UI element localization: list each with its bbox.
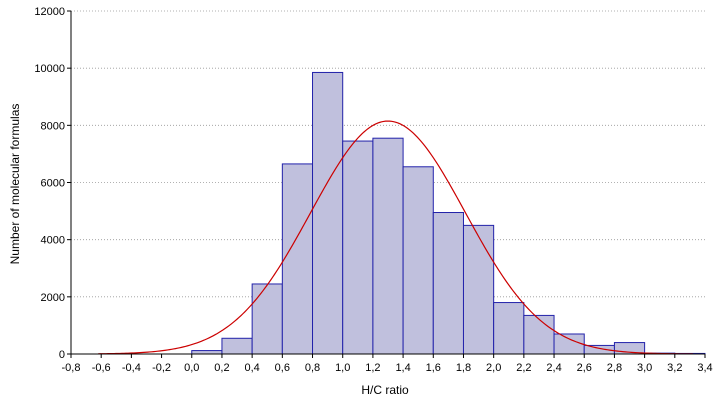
x-tick-label: 2,0	[486, 362, 501, 374]
x-tick-label: 1,4	[395, 362, 410, 374]
x-tick-label: 2,6	[577, 362, 592, 374]
y-tick-label: 8000	[41, 120, 65, 132]
histogram-bar	[493, 302, 525, 355]
normal-fit-curve	[98, 120, 693, 355]
x-tick-label: 0,4	[244, 362, 259, 374]
histogram-bar	[251, 283, 283, 355]
x-tick-label: 0,0	[184, 362, 199, 374]
x-tick-label: 3,0	[637, 362, 652, 374]
x-tick-label: 2,8	[607, 362, 622, 374]
gridlines	[71, 10, 705, 298]
histogram-bar	[281, 163, 314, 355]
y-tick-label: 6000	[41, 178, 65, 190]
histogram-bar	[191, 350, 223, 355]
x-tick-label: 3,2	[667, 362, 682, 374]
x-tick-label: 0,6	[275, 362, 290, 374]
histogram-bar	[221, 337, 253, 355]
x-tick-label: 0,2	[214, 362, 229, 374]
y-tick-label: 12000	[34, 6, 65, 18]
x-tick-label: 1,8	[456, 362, 471, 374]
y-tick-label: 10000	[34, 63, 65, 75]
y-axis-title: Number of molecular formulas	[8, 104, 22, 265]
histogram-bar	[342, 140, 374, 355]
x-tick-label: -0,6	[92, 362, 111, 374]
x-tick-label: -0,8	[62, 362, 81, 374]
y-tick-label: 0	[59, 349, 65, 361]
x-axis-title: H/C ratio	[361, 383, 409, 397]
histogram-bar	[553, 333, 585, 355]
histogram-bar	[372, 137, 404, 355]
histogram-bar	[462, 224, 495, 355]
histogram-bar	[523, 314, 555, 355]
histogram-bar	[312, 71, 344, 355]
x-tick-label: -0,4	[122, 362, 141, 374]
x-tick-label: 0,8	[305, 362, 320, 374]
x-tick-labels: -0,8 -0,6 -0,4 -0,2 0,0 0,2 0,4 0,6 0,8 1,0 1,2 1,4…	[62, 362, 713, 374]
axes	[67, 10, 706, 358]
x-tick-label: 3,4	[697, 362, 712, 374]
histogram-bar	[432, 212, 464, 355]
histogram-bars	[191, 71, 706, 355]
x-tick-label: 1,0	[335, 362, 350, 374]
x-tick-label: 1,2	[365, 362, 380, 374]
histogram-bar	[402, 166, 434, 355]
x-tick-label: 2,2	[516, 362, 531, 374]
x-tick-label: 2,4	[546, 362, 561, 374]
y-tick-labels: 0 2000 4000 6000 8000 10000 12000	[34, 6, 65, 361]
x-tick-label: -0,2	[152, 362, 171, 374]
y-tick-label: 4000	[41, 235, 65, 247]
y-tick-label: 2000	[41, 292, 65, 304]
x-tick-label: 1,6	[426, 362, 441, 374]
